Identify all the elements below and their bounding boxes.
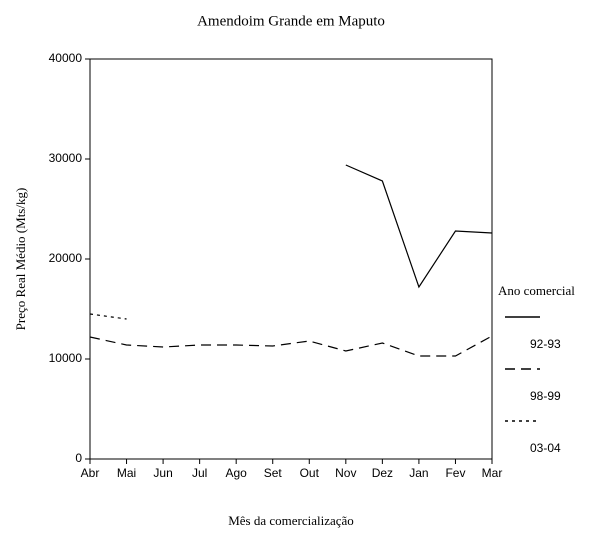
series-line (89, 335, 493, 357)
x-axis-label: Mês da comercialização (228, 513, 354, 528)
legend-label: 03-04 (530, 441, 561, 455)
y-tick-label: 40000 (49, 51, 83, 65)
plot-frame (89, 58, 493, 460)
x-tick-label: Set (264, 466, 283, 480)
x-tick-label: Ago (226, 466, 248, 480)
legend-title: Ano comercial (498, 283, 575, 298)
y-axis-label: Preço Real Médio (Mts/kg) (13, 188, 28, 331)
series-line (345, 164, 493, 289)
x-tick-label: Jun (153, 466, 172, 480)
y-tick-label: 10000 (49, 351, 83, 365)
x-tick-label: Mar (482, 466, 503, 480)
x-tick-label: Out (300, 466, 320, 480)
x-tick-label: Nov (335, 466, 356, 480)
x-tick-label: Mai (117, 466, 136, 480)
legend-label: 98-99 (530, 389, 561, 403)
x-tick-label: Fev (445, 466, 465, 480)
y-tick-label: 30000 (49, 151, 83, 165)
chart-title: Amendoim Grande em Maputo (197, 13, 385, 29)
x-tick-label: Jan (409, 466, 428, 480)
x-tick-label: Jul (192, 466, 207, 480)
series-line (89, 313, 127, 320)
y-tick-label: 0 (75, 451, 82, 465)
y-tick-label: 20000 (49, 251, 83, 265)
legend-label: 92-93 (530, 337, 561, 351)
x-tick-label: Abr (81, 466, 100, 480)
x-tick-label: Dez (372, 466, 393, 480)
